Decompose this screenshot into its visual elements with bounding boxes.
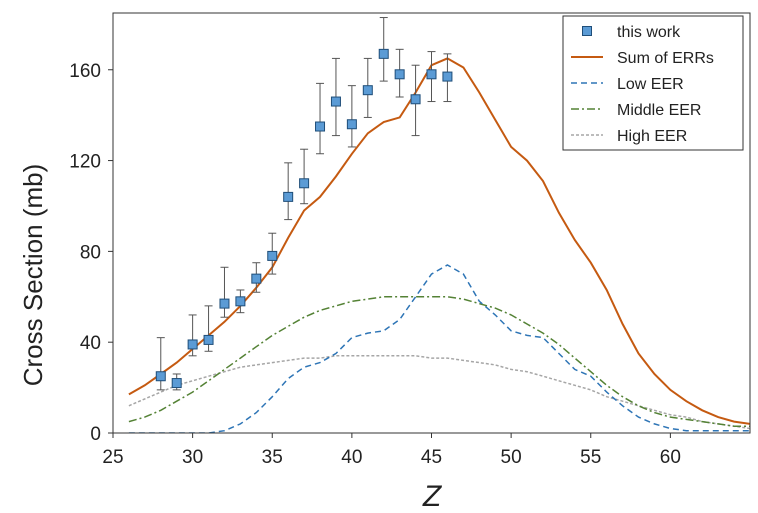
legend-label-high-eer: High EER: [617, 128, 687, 145]
x-tick-label: 25: [102, 447, 123, 468]
data-point: [155, 371, 166, 382]
data-point: [267, 250, 278, 261]
x-tick-label: 35: [262, 447, 283, 468]
y-tick-label: 80: [80, 242, 101, 263]
legend-label-this-work: this work: [617, 24, 681, 41]
data-point: [346, 119, 357, 130]
series-line-low-eer: [128, 264, 750, 433]
data-point: [251, 273, 262, 284]
y-tick-label: 160: [69, 61, 101, 82]
x-tick-label: 40: [341, 447, 362, 468]
y-axis-title: Cross Section (mb): [18, 164, 48, 387]
data-point: [426, 69, 437, 80]
series-line-sum-of-errs: [128, 57, 750, 425]
data-point: [315, 121, 326, 132]
data-point: [362, 85, 373, 96]
data-point: [187, 339, 198, 350]
x-tick-label: 30: [182, 447, 203, 468]
data-point: [283, 191, 294, 202]
data-point: [330, 96, 341, 107]
x-tick-label: 45: [421, 447, 442, 468]
y-tick-label: 40: [80, 333, 101, 354]
data-point: [235, 296, 246, 307]
legend-label-middle-eer: Middle EER: [617, 102, 701, 119]
x-tick-label: 50: [501, 447, 522, 468]
data-point: [171, 378, 182, 389]
legend-label-low-eer: Low EER: [617, 76, 684, 93]
y-tick-label: 120: [69, 152, 101, 173]
legend-label-sum-of-errs: Sum of ERRs: [617, 50, 714, 67]
data-point: [203, 334, 214, 345]
x-axis-title: Z: [422, 480, 443, 513]
series-line-high-eer: [128, 355, 750, 430]
legend: this work Sum of ERRs Low EER Middle EER Hig…: [562, 15, 744, 151]
data-point: [442, 71, 453, 82]
legend-symbol-this-work: [582, 26, 592, 36]
data-point: [299, 178, 310, 189]
y-tick-label: 0: [90, 424, 101, 445]
series-line-middle-eer: [128, 296, 750, 427]
x-tick-label: 55: [580, 447, 601, 468]
data-point: [410, 94, 421, 105]
axes: 25 30 35 40 45 50 55 60 0 40 80 120 160: [69, 61, 681, 468]
data-point: [378, 48, 389, 59]
plot-area: [128, 17, 750, 433]
x-tick-label: 60: [660, 447, 681, 468]
data-point: [219, 298, 230, 309]
data-point: [394, 69, 405, 80]
